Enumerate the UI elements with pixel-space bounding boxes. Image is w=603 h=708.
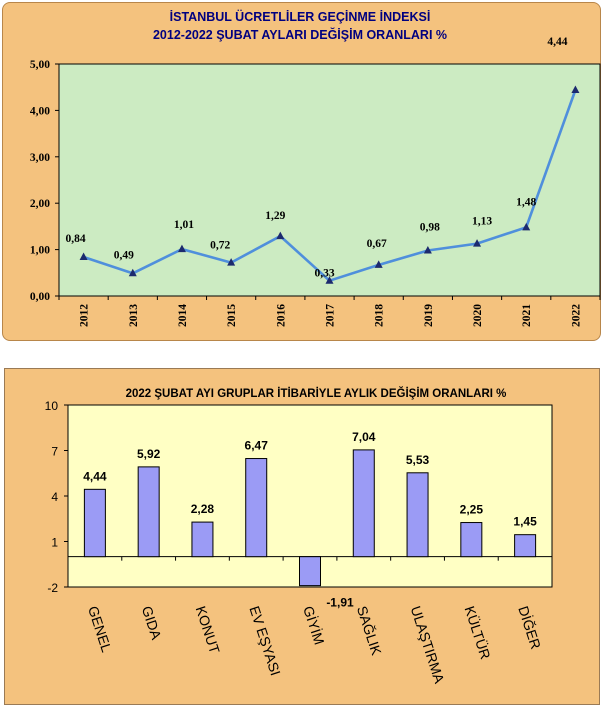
line-x-tick-label: 2018 xyxy=(374,304,386,327)
line-point-marker xyxy=(79,252,88,261)
line-x-tick-label: 2012 xyxy=(79,304,91,327)
bar-7 xyxy=(406,472,429,558)
bar-y-tick-label: 10 xyxy=(45,399,59,413)
line-point-marker xyxy=(374,260,383,268)
bar-8 xyxy=(460,522,483,558)
line-y-tick-label: 0,00 xyxy=(30,291,50,303)
line-y-tick-label: 4,00 xyxy=(30,105,50,117)
bar-category-label: GENEL xyxy=(85,604,115,654)
bar-data-label: 6,47 xyxy=(245,439,269,453)
line-data-label: 0,98 xyxy=(420,222,440,234)
bar-data-label: 2,28 xyxy=(191,502,215,516)
bar-category-label: DİĞER xyxy=(515,604,545,651)
bar-3 xyxy=(191,521,214,558)
line-y-tick-label: 5,00 xyxy=(30,59,50,71)
bar-data-label: 7,04 xyxy=(352,430,376,444)
bar-1 xyxy=(83,488,106,558)
line-x-tick-label: 2016 xyxy=(275,304,287,327)
bar-9 xyxy=(514,534,537,558)
line-x-tick-label: 2013 xyxy=(128,304,140,327)
bar-data-label: 4,44 xyxy=(83,469,107,483)
line-data-label: 1,48 xyxy=(516,196,536,208)
bar-y-tick-label: 4 xyxy=(51,490,58,504)
line-data-label: 0,33 xyxy=(314,268,334,280)
line-point-marker xyxy=(473,239,482,247)
line-x-tick-label: 2017 xyxy=(325,304,337,327)
bar-6 xyxy=(352,449,375,558)
bar-data-label: 2,25 xyxy=(460,503,484,517)
bar-y-tick-label: 1 xyxy=(51,536,58,550)
line-data-label: 4,44 xyxy=(547,36,567,48)
bar-data-label: 5,92 xyxy=(137,447,161,461)
line-data-label: 1,01 xyxy=(174,219,194,231)
line-y-tick-label: 1,00 xyxy=(30,245,50,257)
line-data-label: 0,67 xyxy=(367,238,387,250)
line-data-label: 1,29 xyxy=(265,210,285,222)
bar-category-label: GİYİM xyxy=(300,604,328,647)
line-point-marker xyxy=(227,258,236,266)
bar-category-label: EV EŞYASI xyxy=(246,604,283,678)
bar-5 xyxy=(299,556,321,587)
bar-y-tick-label: -2 xyxy=(47,581,58,595)
line-x-tick-label: 2019 xyxy=(423,304,435,327)
bar-data-label: 5,53 xyxy=(406,453,430,467)
line-data-label: 1,13 xyxy=(472,216,492,228)
line-y-tick-label: 3,00 xyxy=(30,152,50,164)
bar-category-label: SAĞLIK xyxy=(354,604,385,658)
line-x-tick-label: 2020 xyxy=(472,304,484,327)
line-point-marker xyxy=(177,244,186,253)
line-point-marker xyxy=(325,276,334,284)
line-point-marker xyxy=(128,268,137,277)
line-point-marker xyxy=(423,246,432,254)
bar-category-label: KONUT xyxy=(193,604,223,656)
line-chart-title: İSTANBUL ÜCRETLİLER GEÇİNME İNDEKSİ xyxy=(170,9,431,24)
bar-category-label: GIDA xyxy=(139,604,165,642)
line-point-marker xyxy=(522,222,531,231)
bar-2 xyxy=(137,466,160,558)
line-point-marker xyxy=(276,231,285,240)
line-plot-area xyxy=(58,63,601,297)
line-x-tick-label: 2021 xyxy=(521,304,533,327)
bar-data-label: -1,91 xyxy=(326,596,354,610)
line-data-label: 0,72 xyxy=(210,240,230,252)
bar-y-tick-label: 7 xyxy=(51,445,58,459)
line-point-marker xyxy=(571,85,580,93)
bar-category-label: ULAŞTIRMA xyxy=(408,604,448,686)
bar-category-label: KÜLTÜR xyxy=(461,604,494,662)
line-data-label: 0,49 xyxy=(114,249,134,261)
line-data-label: 0,84 xyxy=(66,233,86,245)
line-chart-subtitle: 2012-2022 ŞUBAT AYLARI DEĞİŞİM ORANLARI … xyxy=(153,27,447,42)
bar-chart-title: 2022 ŞUBAT AYI GRUPLAR İTİBARİYLE AYLIK … xyxy=(126,387,507,400)
line-x-tick-label: 2022 xyxy=(570,304,582,327)
line-y-tick-label: 2,00 xyxy=(30,198,50,210)
bar-4 xyxy=(245,458,268,558)
line-x-tick-label: 2014 xyxy=(177,304,189,327)
line-x-tick-label: 2015 xyxy=(226,304,238,327)
bar-data-label: 1,45 xyxy=(513,515,537,529)
